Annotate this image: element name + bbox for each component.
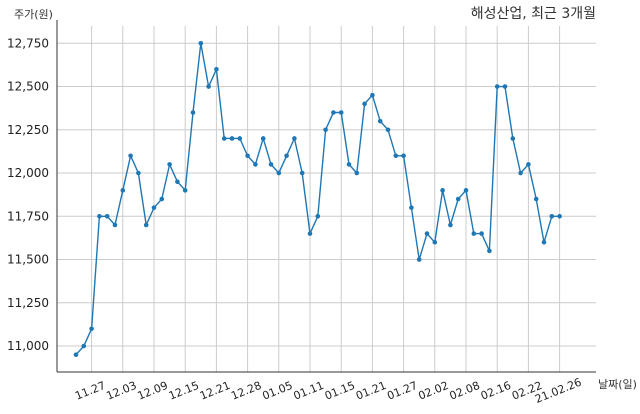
- x-tick-label: 01.15: [323, 379, 357, 403]
- data-point: [214, 66, 219, 72]
- data-point: [190, 110, 196, 115]
- data-point: [354, 170, 360, 176]
- data-point: [502, 84, 508, 89]
- data-point: [268, 162, 274, 167]
- y-axis-label: 주가(원): [14, 8, 53, 21]
- data-point: [471, 231, 477, 236]
- data-point: [331, 110, 336, 115]
- x-tick-label: 12.21: [198, 379, 232, 403]
- data-point: [128, 153, 133, 159]
- x-tick-label: 12.03: [104, 379, 138, 403]
- x-tick-label: 01.05: [260, 379, 294, 403]
- data-point: [393, 153, 399, 159]
- data-point: [323, 127, 328, 133]
- data-point: [307, 231, 313, 236]
- data-point: [253, 162, 258, 167]
- x-tick-label: 12.28: [229, 379, 263, 403]
- y-tick-label: 12,500: [7, 80, 49, 94]
- data-point: [557, 214, 562, 219]
- x-tick-label: 01.27: [385, 379, 419, 403]
- x-tick-label: 11.27: [73, 379, 107, 403]
- x-tick-label: 02.08: [448, 379, 482, 403]
- data-point: [245, 153, 250, 159]
- data-point: [260, 136, 266, 141]
- y-tick-label: 12,000: [7, 166, 49, 180]
- data-point: [292, 136, 297, 141]
- data-point: [229, 136, 235, 141]
- data-point: [206, 84, 211, 89]
- series-layer: [73, 41, 562, 358]
- data-point: [112, 222, 118, 228]
- data-point: [159, 196, 165, 202]
- grid-layer: [57, 26, 596, 372]
- data-point: [151, 205, 157, 210]
- data-point: [455, 196, 461, 202]
- data-point: [182, 188, 188, 193]
- data-point: [89, 326, 94, 332]
- data-point: [338, 110, 344, 115]
- x-tick-label: 01.11: [292, 379, 326, 403]
- x-tick-label: 12.15: [167, 379, 201, 403]
- data-point: [385, 127, 391, 133]
- chart-title: 해성산업, 최근 3개월: [471, 6, 596, 22]
- data-point: [494, 84, 500, 89]
- data-point: [104, 214, 110, 219]
- data-point: [440, 188, 445, 193]
- x-tick-label: 21.02.26: [533, 376, 583, 406]
- data-point: [370, 92, 375, 98]
- x-axis-label: 날짜(일): [598, 377, 637, 391]
- data-point: [284, 153, 289, 159]
- y-tick-label: 12,750: [7, 36, 49, 50]
- y-axis-ticks: 11,000 11,250 11,500 11,750 12,000 12,250 12,5…: [7, 36, 49, 353]
- x-tick-label: 02.02: [416, 379, 450, 403]
- data-point: [167, 162, 172, 167]
- data-point: [510, 136, 516, 141]
- data-point: [424, 231, 430, 236]
- data-point: [526, 162, 531, 167]
- data-point: [541, 239, 547, 245]
- y-tick-label: 11,500: [7, 253, 49, 267]
- data-point: [401, 153, 406, 159]
- x-tick-label: 02.16: [479, 379, 513, 403]
- y-tick-label: 11,000: [7, 339, 49, 353]
- data-point: [416, 257, 422, 262]
- x-tick-label: 01.21: [354, 379, 388, 403]
- data-point: [409, 205, 414, 210]
- data-point: [432, 239, 438, 245]
- data-point: [120, 188, 126, 193]
- data-point: [377, 118, 383, 124]
- data-point: [175, 179, 180, 184]
- y-tick-label: 11,750: [7, 209, 49, 223]
- data-point: [276, 170, 282, 176]
- data-point: [362, 101, 367, 107]
- data-point: [463, 188, 469, 193]
- data-point: [479, 231, 484, 236]
- data-point: [143, 222, 149, 228]
- data-point: [533, 196, 539, 202]
- data-point: [549, 214, 555, 219]
- data-point: [487, 248, 492, 254]
- series-line: [75, 43, 560, 356]
- data-point: [136, 170, 141, 176]
- y-tick-label: 11,250: [7, 296, 49, 310]
- data-point: [73, 352, 79, 358]
- x-axis-ticks: 11.2712.0312.0912.1512.2112.2801.0501.11…: [73, 376, 583, 406]
- data-point: [97, 214, 102, 219]
- x-tick-label: 12.09: [136, 379, 170, 403]
- data-point: [221, 136, 227, 141]
- data-point: [448, 222, 453, 228]
- data-point: [299, 170, 305, 176]
- data-point: [81, 343, 87, 349]
- data-point: [237, 136, 243, 141]
- data-point: [198, 41, 204, 46]
- data-point: [315, 214, 321, 219]
- data-point: [346, 162, 352, 167]
- y-tick-label: 12,250: [7, 123, 49, 137]
- data-point: [518, 170, 523, 176]
